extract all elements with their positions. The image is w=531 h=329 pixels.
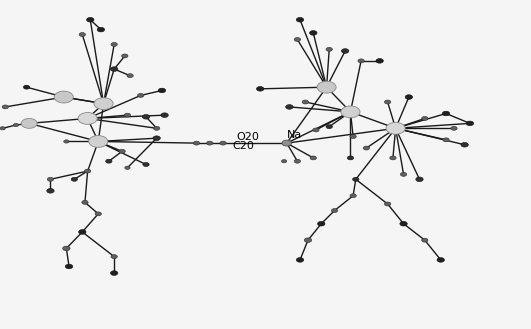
Circle shape — [304, 238, 312, 242]
Circle shape — [302, 100, 309, 104]
Circle shape — [286, 105, 293, 109]
Circle shape — [193, 141, 200, 145]
Circle shape — [94, 98, 113, 110]
Circle shape — [443, 138, 449, 142]
Circle shape — [296, 258, 304, 262]
Circle shape — [71, 177, 78, 181]
Circle shape — [95, 212, 101, 216]
Circle shape — [326, 47, 332, 51]
Circle shape — [400, 172, 407, 176]
Circle shape — [21, 118, 37, 128]
Circle shape — [84, 169, 91, 173]
Circle shape — [416, 177, 423, 182]
Circle shape — [220, 141, 226, 145]
Circle shape — [63, 246, 70, 251]
Circle shape — [376, 59, 383, 63]
Circle shape — [461, 142, 468, 147]
Circle shape — [153, 126, 160, 130]
Circle shape — [2, 105, 8, 109]
Circle shape — [405, 95, 413, 99]
Circle shape — [358, 59, 364, 63]
Circle shape — [111, 255, 117, 259]
Circle shape — [65, 264, 73, 269]
Circle shape — [110, 271, 118, 275]
Circle shape — [353, 177, 359, 181]
Circle shape — [422, 238, 428, 242]
Text: O20: O20 — [236, 132, 259, 141]
Circle shape — [161, 113, 168, 117]
Circle shape — [97, 27, 105, 32]
Circle shape — [127, 74, 133, 78]
Circle shape — [47, 177, 54, 181]
Circle shape — [207, 141, 213, 145]
Text: C20: C20 — [232, 141, 254, 151]
Circle shape — [466, 121, 474, 126]
Circle shape — [317, 81, 336, 93]
Circle shape — [138, 93, 144, 97]
Circle shape — [125, 166, 130, 169]
Circle shape — [363, 146, 370, 150]
Circle shape — [294, 38, 301, 41]
Circle shape — [310, 31, 317, 35]
Circle shape — [350, 194, 356, 198]
Circle shape — [294, 159, 301, 163]
Circle shape — [13, 123, 19, 127]
Circle shape — [442, 111, 450, 116]
Circle shape — [82, 200, 88, 204]
Circle shape — [110, 67, 118, 71]
Circle shape — [143, 163, 149, 166]
Circle shape — [341, 106, 360, 118]
Circle shape — [331, 209, 338, 213]
Circle shape — [437, 258, 444, 262]
Circle shape — [111, 42, 117, 46]
Circle shape — [122, 54, 128, 58]
Circle shape — [400, 221, 407, 226]
Circle shape — [386, 122, 405, 134]
Circle shape — [341, 49, 349, 53]
Circle shape — [119, 149, 125, 153]
Circle shape — [47, 189, 54, 193]
Circle shape — [256, 87, 264, 91]
Circle shape — [87, 17, 94, 22]
Circle shape — [158, 88, 166, 93]
Circle shape — [384, 100, 391, 104]
Circle shape — [78, 113, 97, 124]
Circle shape — [54, 91, 73, 103]
Circle shape — [124, 113, 131, 117]
Text: Na: Na — [287, 130, 302, 140]
Circle shape — [79, 33, 85, 37]
Circle shape — [23, 85, 30, 89]
Circle shape — [64, 140, 69, 143]
Circle shape — [350, 135, 356, 139]
Circle shape — [313, 128, 319, 132]
Circle shape — [326, 125, 332, 129]
Circle shape — [142, 114, 150, 119]
Circle shape — [282, 140, 292, 146]
Circle shape — [281, 160, 287, 163]
Circle shape — [153, 136, 160, 140]
Circle shape — [79, 230, 86, 234]
Circle shape — [451, 126, 457, 130]
Circle shape — [0, 127, 5, 130]
Circle shape — [390, 156, 396, 160]
Circle shape — [106, 159, 112, 163]
Circle shape — [384, 202, 391, 206]
Circle shape — [422, 116, 428, 120]
Circle shape — [310, 156, 316, 160]
Circle shape — [347, 156, 354, 160]
Circle shape — [296, 17, 304, 22]
Circle shape — [318, 221, 325, 226]
Circle shape — [89, 136, 108, 147]
